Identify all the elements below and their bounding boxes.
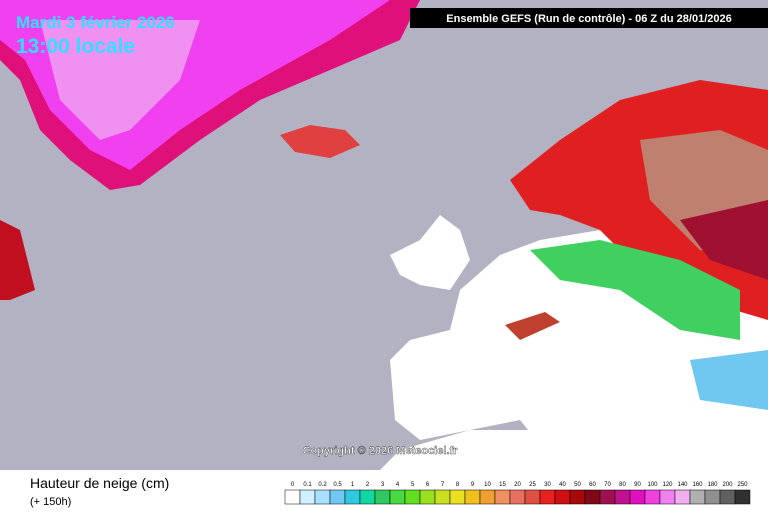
legend-swatch xyxy=(299,489,316,505)
legend-swatch xyxy=(569,489,586,505)
legend-swatch xyxy=(434,489,451,505)
legend-label: 5 xyxy=(411,482,415,488)
legend-label: 0.1 xyxy=(303,482,312,488)
legend-label: 50 xyxy=(574,482,581,488)
legend-swatch xyxy=(644,489,661,505)
legend-swatch xyxy=(464,489,481,505)
legend-swatch xyxy=(704,489,721,505)
run-banner xyxy=(410,8,768,28)
legend-swatch xyxy=(539,489,556,505)
legend-label: 120 xyxy=(662,482,673,488)
legend-label: 1 xyxy=(351,482,355,488)
legend-label: 20 xyxy=(514,482,521,488)
legend-swatch xyxy=(449,489,466,505)
legend-swatch xyxy=(584,489,601,505)
britain xyxy=(390,215,470,290)
legend-swatch xyxy=(374,489,391,505)
legend-label: 10 xyxy=(484,482,491,488)
legend-label: 4 xyxy=(396,482,400,488)
legend-label: 80 xyxy=(619,482,626,488)
legend-label: 7 xyxy=(441,482,445,488)
legend-swatch xyxy=(389,489,406,505)
legend-label: 60 xyxy=(589,482,596,488)
legend-swatch xyxy=(614,489,631,505)
legend-swatch xyxy=(734,489,751,505)
snow-russia-deep xyxy=(680,200,768,280)
legend-label: 6 xyxy=(426,482,430,488)
legend-label: 15 xyxy=(499,482,506,488)
snow-turkey xyxy=(690,350,768,410)
legend-label: 180 xyxy=(707,482,718,488)
iceland xyxy=(280,125,360,158)
legend-label: 0 xyxy=(291,482,295,488)
greenland-deep xyxy=(40,20,200,140)
legend-label: 40 xyxy=(559,482,566,488)
date: Mardi 3 février 2026 xyxy=(16,13,175,32)
africa xyxy=(380,430,600,470)
legend-label: 0.2 xyxy=(318,482,327,488)
legend-swatch xyxy=(524,489,541,505)
legend-swatch xyxy=(419,489,436,505)
legend-label: 140 xyxy=(677,482,688,488)
legend-swatch xyxy=(344,489,361,505)
legend-label: 70 xyxy=(604,482,611,488)
time: 13:00 locale xyxy=(16,35,135,58)
legend-label: 200 xyxy=(722,482,733,488)
copyright: Copyright © 2026 Meteociel.fr xyxy=(303,445,459,457)
legend-swatch xyxy=(719,489,736,505)
legend-swatch xyxy=(359,489,376,505)
legend-subtitle: (+ 150h) xyxy=(30,496,71,508)
legend-label: 250 xyxy=(737,482,748,488)
legend-swatch xyxy=(554,489,571,505)
legend-label: 8 xyxy=(456,482,460,488)
legend-swatch xyxy=(674,489,691,505)
legend-label: 3 xyxy=(381,482,385,488)
legend-label: 0.5 xyxy=(333,482,342,488)
legend-swatch xyxy=(404,489,421,505)
legend-label: 160 xyxy=(692,482,703,488)
run-info: Ensemble GEFS (Run de contrôle) - 06 Z d… xyxy=(446,13,731,25)
snow-alps xyxy=(505,312,560,340)
legend-swatch xyxy=(329,489,346,505)
legend-swatch xyxy=(659,489,676,505)
legend-title: Hauteur de neige (cm) xyxy=(30,475,169,491)
snow-central xyxy=(530,240,740,340)
legend-swatch xyxy=(629,489,646,505)
legend-swatch xyxy=(599,489,616,505)
legend-label: 9 xyxy=(471,482,475,488)
legend-label: 2 xyxy=(366,482,370,488)
legend-label: 100 xyxy=(647,482,658,488)
legend-swatch xyxy=(284,489,301,505)
labrador xyxy=(0,220,35,300)
legend-label: 25 xyxy=(529,482,536,488)
legend-swatch xyxy=(494,489,511,505)
legend-swatch xyxy=(314,489,331,505)
legend-swatch xyxy=(689,489,706,505)
legend-label: 30 xyxy=(544,482,551,488)
legend-swatch xyxy=(479,489,496,505)
legend-swatch xyxy=(509,489,526,505)
legend-label: 90 xyxy=(634,482,641,488)
